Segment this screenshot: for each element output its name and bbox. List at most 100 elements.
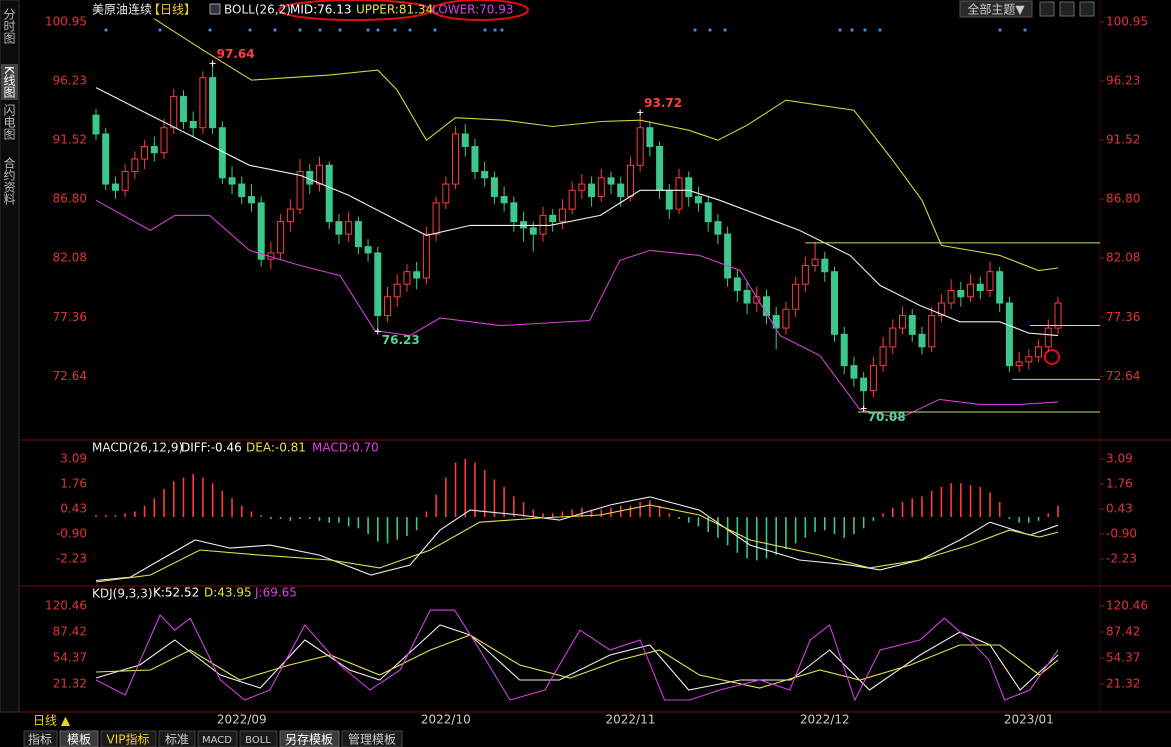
- tab[interactable]: [279, 730, 340, 747]
- y-tick-label: 77.36: [53, 310, 87, 324]
- extreme-label: 70.08: [868, 410, 906, 424]
- tab-label[interactable]: 另存模板: [285, 733, 333, 747]
- extreme-marker: [374, 328, 381, 335]
- y-tick-label: 0.43: [60, 501, 87, 515]
- highlight-circle: [1044, 349, 1060, 365]
- indicator-line: [95, 504, 1059, 583]
- candle-body: [160, 127, 168, 154]
- tab-label[interactable]: MACD: [202, 735, 232, 746]
- candle-body: [996, 271, 1004, 304]
- extreme-label: 97.64: [217, 47, 255, 61]
- theme-button-label[interactable]: 全部主题▼: [967, 2, 1025, 17]
- tab[interactable]: [158, 730, 196, 747]
- sidebar-tab[interactable]: 分时图: [2, 8, 16, 44]
- extreme-marker: [637, 109, 644, 116]
- y-tick-label: 87.42: [53, 625, 87, 639]
- indicator-line: [95, 87, 1059, 337]
- y-tick-label: 1.76: [1106, 476, 1133, 490]
- y-tick-label: 54.37: [53, 651, 87, 665]
- candle-body: [821, 258, 829, 273]
- y-tick-label: 3.09: [1106, 451, 1133, 465]
- y-tick-label: -0.90: [56, 527, 87, 541]
- tab[interactable]: [341, 730, 403, 747]
- sidebar-tab[interactable]: 闪电图: [2, 104, 16, 140]
- tab-label[interactable]: 管理模板: [348, 732, 396, 747]
- tab-label[interactable]: 指标: [28, 732, 52, 747]
- readout: LOWER:70.93: [432, 3, 514, 17]
- candle-body: [646, 127, 654, 147]
- indicator-name: BOLL(26,2): [224, 3, 291, 17]
- tab-label[interactable]: 标准: [165, 733, 189, 747]
- candle-body: [102, 133, 110, 185]
- candle-body: [772, 315, 780, 329]
- x-tick-label: 2023/01: [1004, 713, 1054, 727]
- sidebar-tab[interactable]: K线图: [2, 66, 16, 98]
- candle-body: [549, 214, 557, 223]
- candle-body: [141, 145, 149, 160]
- period-label: 【日线】: [148, 3, 196, 17]
- period-button[interactable]: 日线 ▲: [33, 714, 71, 728]
- tab[interactable]: [100, 730, 157, 747]
- candle-body: [665, 189, 673, 210]
- tab-label[interactable]: BOLL: [245, 735, 271, 746]
- tab[interactable]: [59, 730, 99, 747]
- candle-body: [899, 315, 907, 329]
- candle-body: [306, 171, 314, 185]
- icon-button[interactable]: [1059, 1, 1075, 17]
- tab-bar: 指标 模板 VIP指标 标准 MACD BOLL 另存模板 管理模板: [23, 730, 403, 747]
- tab[interactable]: [23, 730, 58, 747]
- y-tick-label: -2.23: [56, 552, 87, 566]
- candle-body: [1044, 327, 1052, 348]
- readout: J:69.65: [254, 586, 297, 600]
- candle-body: [461, 133, 469, 147]
- candle-body: [694, 196, 702, 204]
- candle-body: [588, 183, 596, 198]
- candle-body: [1054, 302, 1062, 329]
- highlight-ellipse: [431, 0, 529, 21]
- candle-body: [928, 315, 936, 348]
- y-tick-label: 120.46: [45, 599, 87, 613]
- tab[interactable]: [239, 730, 278, 747]
- signal-dots: [104, 28, 1027, 32]
- y-tick-label: 100.95: [45, 14, 87, 28]
- candle-body: [578, 183, 586, 191]
- y-tick-label: 1.76: [60, 476, 87, 490]
- candle-body: [364, 246, 372, 254]
- panel: [95, 458, 1059, 583]
- tab-label[interactable]: 模板: [67, 733, 91, 747]
- tab[interactable]: [197, 730, 238, 747]
- candle-body: [918, 333, 926, 348]
- readout: DEA:-0.81: [246, 441, 306, 455]
- candle-body: [471, 145, 479, 173]
- candle-body: [879, 346, 887, 367]
- y-tick-label: -0.90: [1106, 527, 1137, 541]
- y-tick-label: 82.08: [1106, 251, 1140, 265]
- candle-body: [558, 208, 566, 223]
- indicator-icon[interactable]: [209, 3, 221, 15]
- candle-body: [1015, 361, 1023, 367]
- candle-body: [393, 283, 401, 298]
- candle-body: [860, 377, 868, 392]
- tab-label[interactable]: VIP指标: [107, 732, 150, 747]
- candle-body: [743, 289, 751, 304]
- candle-body: [510, 202, 518, 223]
- candle-body: [597, 177, 605, 198]
- y-tick-label: 82.08: [53, 251, 87, 265]
- candle-body: [957, 289, 965, 298]
- icon-button[interactable]: [1039, 1, 1055, 17]
- y-tick-label: -2.23: [1106, 552, 1137, 566]
- y-tick-label: 96.23: [53, 74, 87, 88]
- candle-body: [277, 221, 285, 254]
- sidebar-tab[interactable]: 合约资料: [2, 156, 16, 205]
- y-tick-label: 54.37: [1106, 651, 1140, 665]
- candle-body: [811, 258, 819, 266]
- candle-body: [403, 271, 411, 285]
- theme-button[interactable]: [959, 0, 1033, 18]
- icon-button[interactable]: [1079, 1, 1095, 17]
- candle-body: [539, 214, 547, 235]
- candle-body: [617, 183, 625, 198]
- candle-body: [131, 158, 139, 173]
- candle-body: [325, 164, 333, 223]
- x-tick-label: 2022/10: [421, 713, 471, 727]
- y-tick-label: 120.46: [1106, 599, 1148, 613]
